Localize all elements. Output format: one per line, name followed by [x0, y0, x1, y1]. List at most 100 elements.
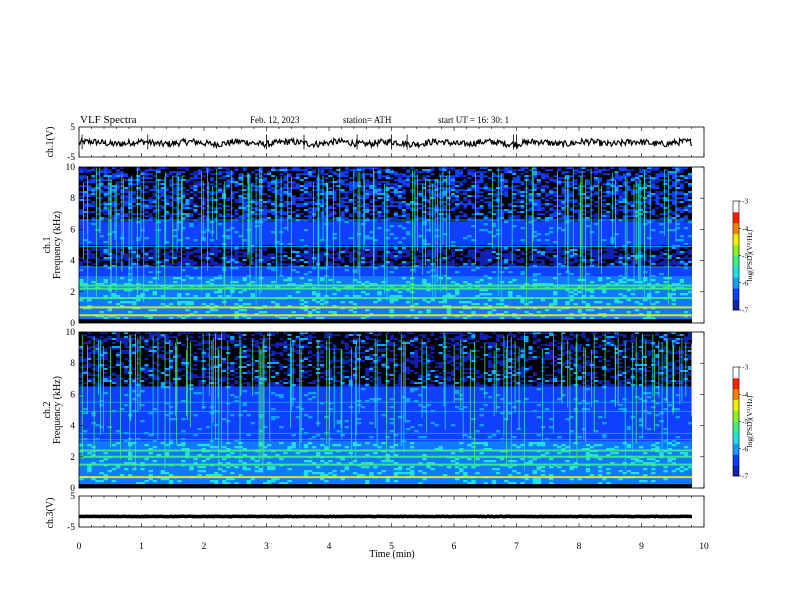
ch2-spectrogram-cell	[128, 332, 133, 335]
ch1-spectrogram-cell	[95, 191, 100, 194]
ch1-spectrogram-cell	[549, 187, 554, 190]
ch1-spectrogram-cell	[463, 301, 468, 304]
ch1-spectrogram-cell	[217, 275, 223, 278]
ch1-spectrogram-cell	[512, 205, 517, 208]
ch1-spectrogram-cell	[230, 175, 235, 178]
ch1-spectrogram-cell	[226, 265, 231, 268]
ch1-spectrogram-cell	[164, 185, 170, 188]
ch1-spectrogram-cell	[91, 189, 96, 192]
ch1-spectrogram-cell	[553, 303, 558, 306]
ch1-spectrogram-cell	[442, 171, 448, 174]
ch1-spectrogram-cell	[544, 259, 550, 262]
ch1-spectrogram-cell	[667, 247, 672, 250]
ch1-spectrogram-cell	[479, 229, 484, 232]
ch1-spectrogram-cell	[593, 197, 599, 200]
ch1-spectrogram-cell	[267, 251, 272, 254]
ch1-spectrogram-cell	[87, 167, 92, 170]
ch1-spectrogram-cell	[307, 209, 313, 212]
ch2-spectrogram-cell	[87, 338, 92, 341]
ch1-spectrogram-cell	[455, 193, 460, 196]
ch1-spectrogram-cell	[491, 251, 497, 254]
ch1-spectrogram-cell	[217, 255, 223, 258]
ch1-spectrogram-cell	[271, 215, 276, 218]
ch1-spectrogram-cell	[344, 209, 349, 212]
ch1-spectrogram-cell	[389, 259, 394, 262]
ch1-spectrogram-cell	[267, 249, 272, 252]
ch1-spectrogram-cell	[455, 185, 460, 188]
ch1-spectrogram-cell	[152, 173, 157, 176]
ch1-spectrogram-cell	[647, 173, 652, 176]
ch1-spectrogram-cell	[103, 317, 108, 320]
ch1-spectrogram-cell	[455, 183, 460, 186]
ch1-spectrogram-cell	[181, 251, 186, 254]
ch1-spectrogram-cell	[508, 293, 513, 296]
ch1-spectrogram-cell	[483, 177, 488, 180]
ch1-spectrogram-cell	[316, 173, 321, 176]
ch1-spectrogram-cell	[148, 261, 153, 264]
ch1-spectrogram-cell	[377, 209, 382, 212]
ch1-spectrogram-cell	[557, 185, 562, 188]
ch1-spectrogram-cell	[132, 177, 137, 180]
ch1-spectrogram-cell	[303, 261, 309, 264]
ch1-spectrogram-cell	[365, 235, 370, 238]
ch1-spectrogram-cell	[426, 195, 431, 198]
ch1-spectrogram-cell	[450, 211, 456, 214]
ch1-spectrogram-cell	[479, 293, 484, 296]
ch2-spectrogram-cell	[483, 332, 488, 335]
ch1-spectrogram-cell	[234, 231, 239, 234]
ch1-spectrogram-cell	[87, 305, 92, 308]
ch1-spectrogram-cell	[414, 191, 419, 194]
ch1-spectrogram-cell	[602, 215, 607, 218]
ch1-spectrogram-cell	[581, 263, 587, 266]
ch1-spectrogram-cell	[459, 181, 464, 184]
ch1-spectrogram-cell	[267, 169, 272, 172]
ch1-spectrogram-cell	[602, 217, 607, 220]
ch1-spectrogram-cell	[361, 265, 366, 268]
ch1-spectrogram-cell	[426, 309, 431, 312]
ch1-spectrogram-cell	[275, 207, 280, 210]
ch2-spectrogram-cell	[593, 334, 599, 337]
ch1-spectrogram-cell	[271, 247, 276, 250]
ch1-spectrogram-cell	[124, 205, 129, 208]
ch1-spectrogram-cell	[344, 261, 349, 264]
ch1-spectrogram-cell	[299, 317, 305, 320]
ch2-spectrogram-cell	[205, 336, 211, 339]
ch1-spectrogram-cell	[344, 195, 349, 198]
ch1-spectrogram-cell	[95, 195, 100, 198]
ch1-spectrogram-cell	[585, 201, 591, 204]
ch1-spectrogram-cell	[352, 269, 358, 272]
start-time-label: start UT = 16: 30: 1	[438, 115, 509, 125]
ch1-spectrogram-cell	[128, 179, 133, 182]
ch1-spectrogram-cell	[585, 309, 591, 312]
ch1-spectrogram-cell	[467, 257, 472, 260]
ch1-spectrogram-cell	[401, 171, 407, 174]
ch1-spectrogram-cell	[303, 211, 309, 214]
ch1-spectrogram-cell	[311, 177, 317, 180]
ch1-spectrogram-cell	[369, 185, 374, 188]
ch1-spectrogram-cell	[508, 181, 513, 184]
ch1-spectrogram-cell	[275, 217, 280, 220]
ch1-spectrogram-cell	[626, 183, 631, 186]
ch2-spectrogram-cell	[173, 334, 178, 337]
ch1-spectrogram-cell	[201, 175, 206, 178]
ch1-spectrogram-cell	[348, 211, 354, 214]
ch1-spectrogram-cell	[520, 301, 525, 304]
ch2-spectrogram-cell	[549, 332, 554, 335]
ch1-spectrogram-cell	[651, 303, 656, 306]
ch1-spectrogram-cell	[136, 207, 141, 210]
ch1-spectrogram-cell	[598, 265, 603, 268]
ch1-spectrogram-cell	[111, 295, 117, 298]
ch1-spectrogram-cell	[569, 169, 574, 172]
ch1-spectrogram-cell	[512, 171, 517, 174]
ch1-spectrogram-cell	[553, 255, 558, 258]
ch1-spectrogram-cell	[602, 187, 607, 190]
ch1-spectrogram-cell	[405, 257, 411, 260]
ch1-spectrogram-cell	[463, 179, 468, 182]
ch1-spectrogram-cell	[303, 273, 309, 276]
ch1-spectrogram-cell	[185, 201, 190, 204]
ch1-spectrogram-cell	[185, 217, 190, 220]
ch1-spectrogram-cell	[446, 293, 452, 296]
ch1-spectrogram-cell	[87, 207, 92, 210]
ch2-spectrogram-cell	[295, 338, 300, 341]
